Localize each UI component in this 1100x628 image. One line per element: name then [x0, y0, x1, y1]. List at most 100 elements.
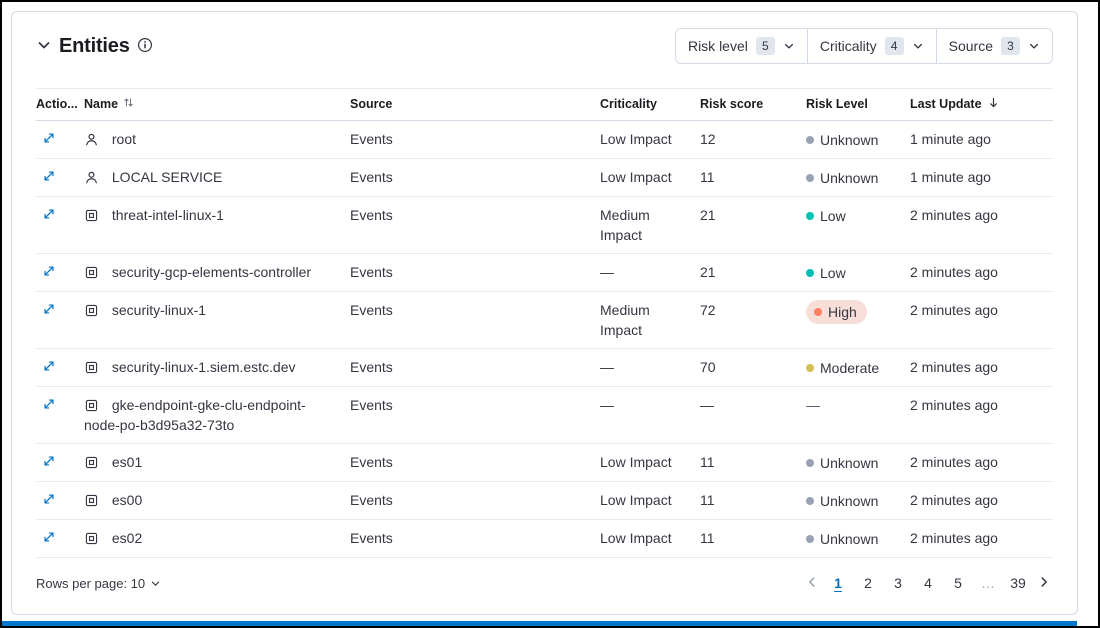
risk-level-label: Unknown	[820, 455, 879, 471]
expand-entity-button[interactable]	[40, 129, 58, 150]
pagination-page-3[interactable]: 3	[894, 575, 902, 591]
risk-level-label: Moderate	[820, 360, 880, 376]
host-icon	[84, 262, 99, 282]
risk-level-label: Low	[820, 265, 846, 281]
last-update-cell: 2 minutes ago	[910, 386, 1053, 444]
table-row: es02 Events Low Impact 11 Unknown 2 minu…	[36, 519, 1053, 558]
last-update-cell: 2 minutes ago	[910, 443, 1053, 482]
expand-entity-button[interactable]	[40, 357, 58, 378]
criticality-cell: Low Impact	[600, 120, 700, 159]
entities-table: Actio... Name Source Criticality Risk sc…	[36, 88, 1053, 558]
filter-risk-level[interactable]: Risk level 5	[675, 29, 807, 63]
risk-level-label: Unknown	[820, 531, 879, 547]
entity-name: security-linux-1.siem.estc.dev	[111, 359, 296, 375]
last-update-cell: 2 minutes ago	[910, 519, 1053, 558]
risk-score-cell: —	[700, 386, 806, 444]
table-header-row: Actio... Name Source Criticality Risk sc…	[36, 88, 1053, 121]
risk-score-cell: 72	[700, 291, 806, 349]
expand-icon	[42, 169, 56, 186]
col-actions: Actio...	[36, 88, 84, 121]
entity-name: threat-intel-linux-1	[111, 207, 224, 223]
user-icon	[84, 167, 99, 187]
entities-panel: Entities Risk level 5 Criticality 4	[11, 11, 1078, 615]
criticality-cell: Low Impact	[600, 519, 700, 558]
risk-score-cell: 70	[700, 348, 806, 387]
entity-name: security-linux-1	[111, 302, 207, 318]
expand-entity-button[interactable]	[40, 452, 58, 473]
chevron-down-icon	[783, 40, 795, 52]
col-source: Source	[350, 88, 600, 121]
expand-icon	[42, 492, 56, 509]
table-row: security-linux-1 Events Medium Impact 72…	[36, 291, 1053, 349]
risk-score-cell: 11	[700, 481, 806, 520]
expand-entity-button[interactable]	[40, 205, 58, 226]
criticality-cell: Low Impact	[600, 481, 700, 520]
last-update-cell: 2 minutes ago	[910, 253, 1053, 292]
filter-source[interactable]: Source 3	[935, 29, 1052, 63]
criticality-cell: —	[600, 253, 700, 292]
pagination-prev-button[interactable]	[803, 573, 821, 594]
rows-per-page-button[interactable]: Rows per page: 10	[36, 576, 161, 591]
host-icon	[84, 205, 99, 225]
pagination-page-39[interactable]: 39	[1010, 575, 1026, 591]
expand-entity-button[interactable]	[40, 490, 58, 511]
filter-group: Risk level 5 Criticality 4 Source 3	[674, 28, 1053, 64]
col-last-update-label: Last Update	[910, 97, 982, 111]
expand-entity-button[interactable]	[40, 167, 58, 188]
entities-info-button[interactable]	[137, 37, 153, 56]
risk-level-label: Unknown	[820, 493, 879, 509]
pagination-page-5[interactable]: 5	[954, 575, 962, 591]
host-icon	[84, 357, 99, 377]
risk-score-cell: 21	[700, 196, 806, 254]
criticality-cell: Medium Impact	[600, 291, 700, 349]
col-last-update[interactable]: Last Update	[910, 88, 1053, 121]
expand-icon	[42, 207, 56, 224]
col-name[interactable]: Name	[84, 88, 350, 121]
risk-level-badge: Low	[806, 206, 846, 226]
pagination-page-1[interactable]: 1	[834, 575, 842, 591]
risk-level-dot	[806, 535, 814, 543]
collapse-section-button[interactable]	[36, 37, 52, 56]
entity-name: LOCAL SERVICE	[111, 169, 223, 185]
filter-label: Risk level	[687, 38, 748, 54]
pagination-page-2[interactable]: 2	[864, 575, 872, 591]
entity-name: gke-endpoint-gke-clu-endpoint-node-po-b3…	[84, 397, 306, 433]
expand-entity-button[interactable]	[40, 262, 58, 283]
info-icon	[137, 37, 153, 56]
risk-level-label: Unknown	[820, 132, 879, 148]
expand-entity-button[interactable]	[40, 395, 58, 416]
risk-score-cell: 21	[700, 253, 806, 292]
entity-name: es00	[111, 492, 143, 508]
criticality-cell: —	[600, 348, 700, 387]
entities-table-body: root Events Low Impact 12 Unknown 1 minu…	[36, 120, 1053, 558]
title-group: Entities	[36, 35, 153, 58]
risk-level-badge: Unknown	[806, 130, 878, 150]
risk-level-dot	[806, 459, 814, 467]
last-update-cell: 2 minutes ago	[910, 196, 1053, 254]
filter-criticality[interactable]: Criticality 4	[806, 29, 936, 63]
expand-icon	[42, 302, 56, 319]
criticality-cell: Low Impact	[600, 158, 700, 197]
expand-entity-button[interactable]	[40, 300, 58, 321]
source-cell: Events	[350, 253, 600, 292]
table-footer: Rows per page: 10 1 2 3 4 5 … 39	[36, 558, 1053, 609]
chevron-down-icon	[912, 40, 924, 52]
criticality-cell: Low Impact	[600, 443, 700, 482]
pagination-pages: 1 2 3 4 5 … 39	[827, 571, 1029, 595]
source-cell: Events	[350, 291, 600, 349]
chevron-right-icon	[1037, 575, 1051, 592]
rows-per-page-label: Rows per page: 10	[36, 575, 146, 591]
table-row: gke-endpoint-gke-clu-endpoint-node-po-b3…	[36, 386, 1053, 444]
col-criticality: Criticality	[600, 88, 700, 121]
filter-label: Source	[948, 38, 993, 54]
pagination-next-button[interactable]	[1035, 573, 1053, 594]
host-icon	[84, 452, 99, 472]
risk-level-label: Low	[820, 208, 846, 224]
sort-descending-icon	[987, 96, 1000, 112]
pagination-page-4[interactable]: 4	[924, 575, 932, 591]
pagination: 1 2 3 4 5 … 39	[803, 571, 1053, 595]
source-cell: Events	[350, 519, 600, 558]
expand-entity-button[interactable]	[40, 528, 58, 549]
source-cell: Events	[350, 443, 600, 482]
